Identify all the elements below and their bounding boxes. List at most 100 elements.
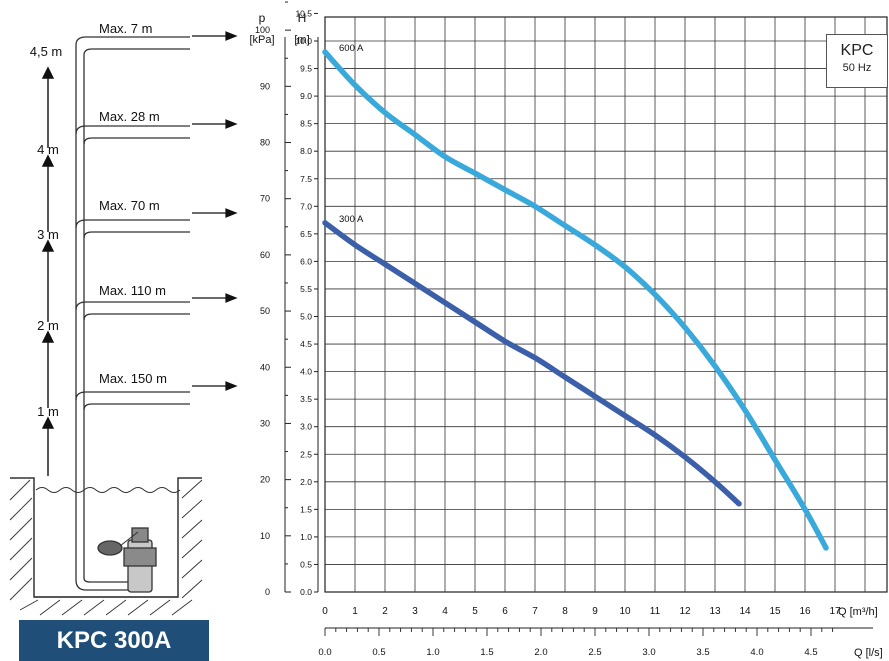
y-axis-pressure-ticks: 0 10 20 30 40 50 60 70 80 90 100 bbox=[255, 1, 291, 597]
x2-tick-label: 1.5 bbox=[480, 647, 493, 658]
y-head-tick-label: 6.5 bbox=[300, 229, 312, 239]
outlet-arrows bbox=[192, 31, 238, 391]
y-pressure-tick-label: 0 bbox=[265, 587, 270, 597]
depth-label-1m: 1 m bbox=[37, 404, 59, 419]
y-head-tick-label: 5.5 bbox=[300, 284, 312, 294]
x-axis-ticks: 0 1 2 3 4 5 6 7 8 9 10 11 12 13 14 15 16 17 bbox=[322, 606, 841, 617]
series-label-1: 300 A bbox=[339, 214, 364, 225]
x-tick-label: 9 bbox=[592, 606, 598, 617]
y-head-tick-label: 3.0 bbox=[300, 422, 312, 432]
depth-label-4m: 4 m bbox=[37, 142, 59, 157]
y-pressure-tick-label: 80 bbox=[260, 138, 270, 148]
y-pressure-tick-label: 30 bbox=[260, 418, 270, 428]
x-tick-label: 17 bbox=[829, 606, 841, 617]
x-tick-label: 0 bbox=[322, 606, 328, 617]
y-pressure-tick-label: 10 bbox=[260, 531, 270, 541]
x-tick-label: 10 bbox=[619, 606, 631, 617]
y-pressure-symbol: p bbox=[259, 11, 266, 25]
y-head-tick-label: 0.0 bbox=[300, 587, 312, 597]
y-pressure-tick-label: 40 bbox=[260, 362, 270, 372]
depth-labels: 1 m 2 m 3 m 4 m 4,5 m bbox=[30, 44, 63, 419]
y-head-tick-label: 9.5 bbox=[300, 64, 312, 74]
x2-tick-label: 0.5 bbox=[372, 647, 385, 658]
y-head-unit: [m] bbox=[294, 34, 309, 46]
y-head-tick-label: 2.5 bbox=[300, 449, 312, 459]
y-head-tick-label: 1.5 bbox=[300, 504, 312, 514]
height-arrows bbox=[41, 66, 55, 476]
y-head-tick-label: 10.0 bbox=[295, 36, 312, 46]
pit-walls bbox=[9, 477, 203, 616]
chart-grid bbox=[324, 16, 888, 593]
installation-diagram bbox=[9, 36, 203, 616]
x2-tick-label: 3.5 bbox=[696, 647, 709, 658]
y-head-tick-label: 10.5 bbox=[295, 8, 312, 18]
x2-tick-label: 1.0 bbox=[426, 647, 439, 658]
y-head-tick-label: 4.0 bbox=[300, 367, 312, 377]
model-legend-box: KPC 50 Hz bbox=[826, 34, 888, 88]
y-head-tick-label: 8.0 bbox=[300, 146, 312, 156]
y-pressure-tick-label: 90 bbox=[260, 81, 270, 91]
y-pressure-unit: [kPa] bbox=[249, 34, 274, 46]
y-pressure-tick-label: 50 bbox=[260, 306, 270, 316]
y-head-tick-label: 7.5 bbox=[300, 174, 312, 184]
x2-tick-label: 2.0 bbox=[534, 647, 547, 658]
y-pressure-tick-label: 20 bbox=[260, 475, 270, 485]
y-head-tick-label: 6.0 bbox=[300, 256, 312, 266]
x-tick-label: 15 bbox=[769, 606, 781, 617]
x-tick-label: 7 bbox=[532, 606, 538, 617]
x2-tick-label: 2.5 bbox=[588, 647, 601, 658]
y-pressure-tick-label: 70 bbox=[260, 194, 270, 204]
x2-tick-label: 3.0 bbox=[642, 647, 655, 658]
series-label-0: 600 A bbox=[339, 43, 364, 54]
y-pressure-tick-label: 60 bbox=[260, 250, 270, 260]
y-head-tick-label: 8.5 bbox=[300, 119, 312, 129]
water-surface bbox=[35, 487, 181, 493]
y-head-tick-label: 4.5 bbox=[300, 339, 312, 349]
x-axis-label: Q [m³/h] bbox=[838, 606, 878, 618]
x-tick-label: 12 bbox=[679, 606, 691, 617]
max-labels: Max. 7 m Max. 28 m Max. 70 m Max. 110 m … bbox=[99, 21, 167, 386]
y-pressure-tick-label: 100 bbox=[255, 25, 270, 35]
y-head-tick-label: 7.0 bbox=[300, 201, 312, 211]
max-label-28m: Max. 28 m bbox=[99, 109, 160, 124]
y-head-tick-label: 9.0 bbox=[300, 91, 312, 101]
plot-frame bbox=[324, 16, 888, 593]
depth-label-3m: 3 m bbox=[37, 227, 59, 242]
x-tick-label: 2 bbox=[382, 606, 388, 617]
y-head-tick-label: 3.5 bbox=[300, 394, 312, 404]
x-tick-label: 6 bbox=[502, 606, 508, 617]
x2-axis-ticks: 0.0 0.5 1.0 1.5 2.0 2.5 3.0 3.5 4.0 4.5 bbox=[318, 627, 873, 658]
x-tick-label: 8 bbox=[562, 606, 568, 617]
product-badge: KPC 300A bbox=[19, 620, 209, 661]
max-label-7m: Max. 7 m bbox=[99, 21, 152, 36]
y-axis-head-ticks: 0.0 0.5 1.0 1.5 2.0 2.5 3.0 3.5 4.0 4.5 5.0 5.5 6.0 6… bbox=[295, 8, 319, 597]
pump-icon bbox=[97, 527, 157, 593]
performance-chart: 0.0 0.5 1.0 1.5 2.0 2.5 3.0 3.5 4.0 4.5 5.0 5.5 6.0 6… bbox=[255, 1, 888, 658]
max-label-70m: Max. 70 m bbox=[99, 198, 160, 213]
y-head-tick-label: 1.0 bbox=[300, 532, 312, 542]
x2-tick-label: 4.5 bbox=[804, 647, 817, 658]
x-tick-label: 16 bbox=[799, 606, 811, 617]
model-name: KPC bbox=[840, 42, 874, 59]
chart-series: 600 A 300 A bbox=[322, 43, 829, 551]
x2-axis-label: Q [l/s] bbox=[854, 647, 883, 659]
x-tick-label: 4 bbox=[442, 606, 448, 617]
y-head-tick-label: 0.5 bbox=[300, 559, 312, 569]
series-line-1 bbox=[322, 220, 742, 507]
model-frequency: 50 Hz bbox=[842, 62, 872, 74]
series-line-0 bbox=[322, 49, 829, 551]
max-label-110m: Max. 110 m bbox=[99, 283, 166, 298]
y-head-symbol: H bbox=[298, 11, 307, 25]
x-tick-label: 5 bbox=[472, 606, 478, 617]
riser-pipe bbox=[75, 36, 190, 591]
y-head-tick-label: 5.0 bbox=[300, 312, 312, 322]
x2-tick-label: 4.0 bbox=[750, 647, 763, 658]
depth-label-4-5m: 4,5 m bbox=[30, 44, 63, 59]
x2-tick-label: 0.0 bbox=[318, 647, 331, 658]
x-tick-label: 11 bbox=[650, 606, 661, 617]
depth-label-2m: 2 m bbox=[37, 318, 59, 333]
x-tick-label: 1 bbox=[352, 606, 358, 617]
x-tick-label: 13 bbox=[709, 606, 721, 617]
x-tick-label: 14 bbox=[739, 606, 751, 617]
